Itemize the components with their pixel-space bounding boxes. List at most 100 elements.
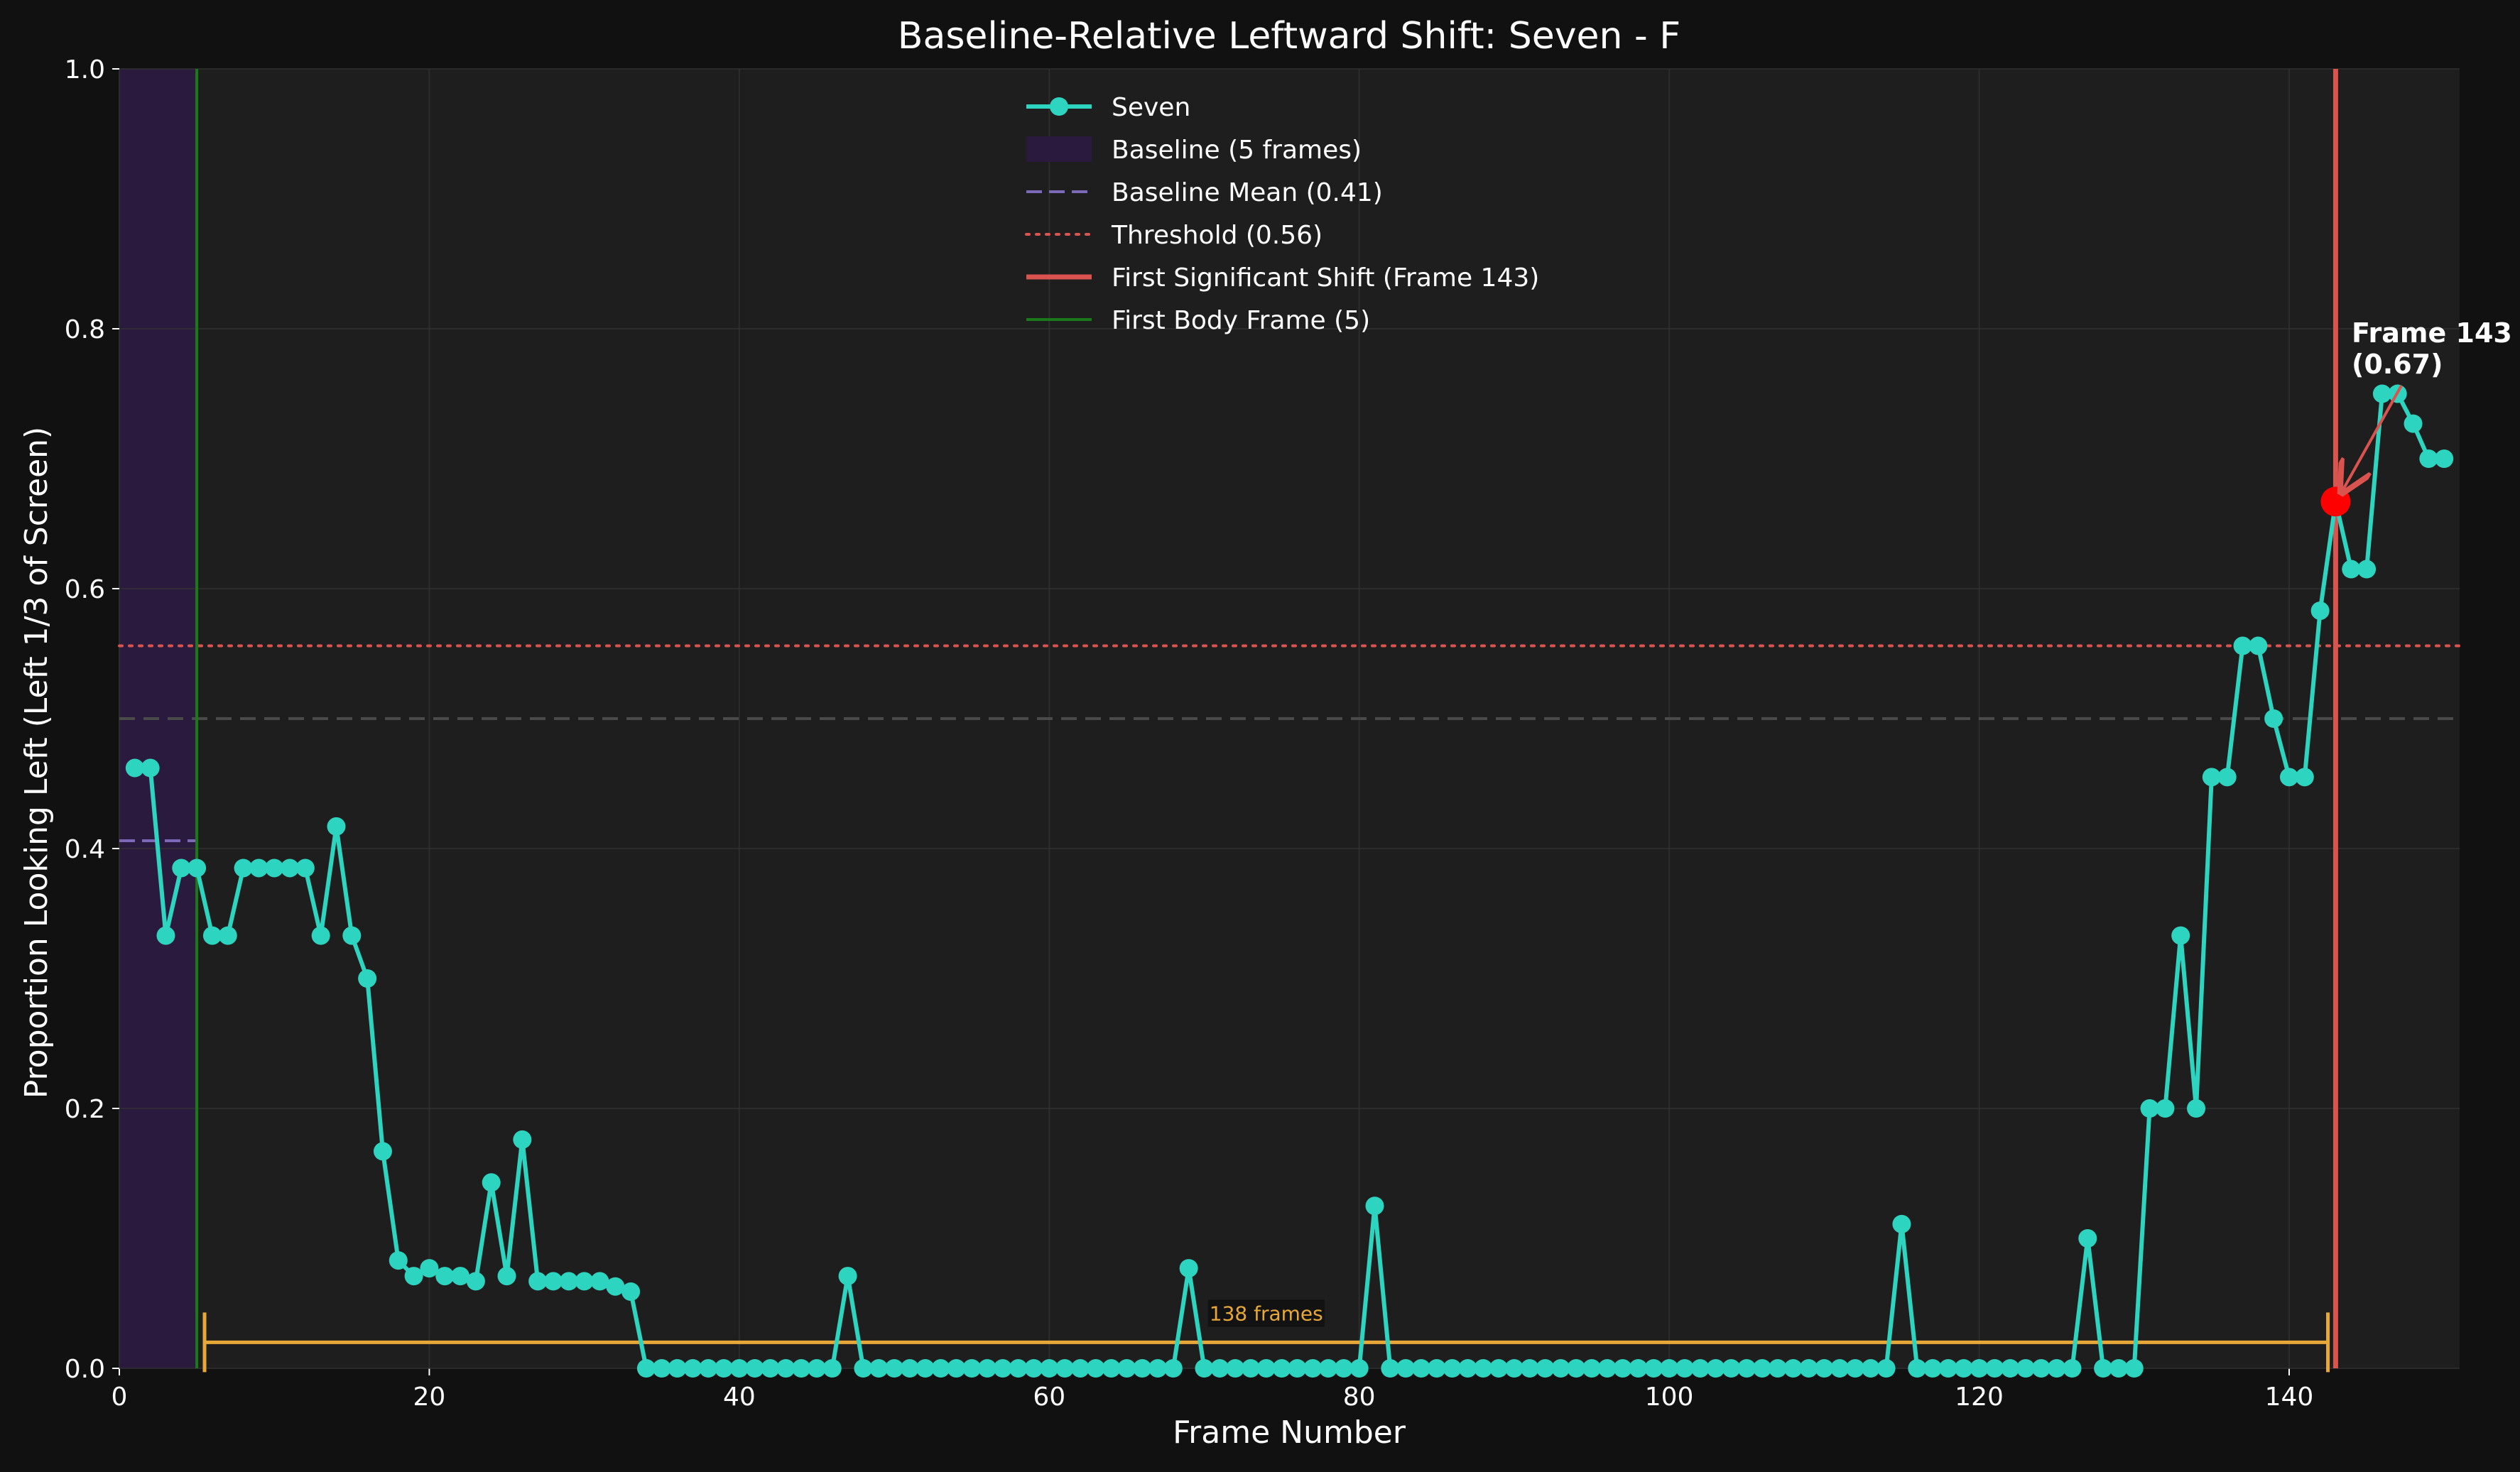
data-point (1365, 1196, 1384, 1216)
data-point (327, 817, 346, 836)
data-point (218, 926, 237, 945)
data-point (885, 1359, 904, 1378)
data-point (389, 1251, 408, 1270)
data-point (1799, 1359, 1818, 1378)
legend-label: First Significant Shift (Frame 143) (1112, 263, 1539, 293)
data-point (1536, 1359, 1555, 1378)
data-point (931, 1359, 950, 1378)
data-point (1845, 1359, 1864, 1378)
y-tick-label: 0.6 (65, 575, 105, 604)
data-point (1783, 1359, 1803, 1378)
x-axis-label: Frame Number (1173, 1414, 1406, 1451)
annotation-value: (0.67) (2352, 349, 2443, 380)
data-point (652, 1359, 671, 1378)
data-point (2310, 601, 2330, 621)
data-point (265, 858, 284, 878)
y-tick-label: 1.0 (65, 55, 105, 84)
data-point (1163, 1359, 1183, 1378)
data-point (636, 1359, 656, 1378)
data-point (435, 1267, 455, 1286)
data-point (1303, 1359, 1323, 1378)
data-point (1660, 1359, 1679, 1378)
data-point (2279, 768, 2298, 787)
data-point (559, 1272, 578, 1291)
x-tick-label: 0 (112, 1383, 128, 1412)
data-point (1613, 1359, 1632, 1378)
x-tick-label: 40 (723, 1383, 756, 1412)
data-point (1489, 1359, 1509, 1378)
span-label: 138 frames (1210, 1302, 1323, 1325)
data-point (1830, 1359, 1850, 1378)
data-point (1753, 1359, 1772, 1378)
data-point (1040, 1359, 1059, 1378)
data-point (590, 1272, 609, 1291)
data-point (451, 1267, 470, 1286)
legend-label: Baseline (5 frames) (1112, 136, 1362, 165)
data-point (1148, 1359, 1168, 1378)
data-point (1768, 1359, 1787, 1378)
data-point (2156, 1099, 2175, 1118)
data-point (1179, 1259, 1198, 1278)
legend-label: First Body Frame (5) (1112, 306, 1370, 335)
data-point (1567, 1359, 1586, 1378)
data-point (543, 1272, 563, 1291)
data-point (1582, 1359, 1602, 1378)
data-point (2249, 636, 2268, 655)
data-point (1474, 1359, 1493, 1378)
data-point (1241, 1359, 1260, 1378)
data-point (1815, 1359, 1834, 1378)
data-point (1861, 1359, 1880, 1378)
data-point (1133, 1359, 1152, 1378)
data-point (1737, 1359, 1756, 1378)
data-point (311, 926, 330, 945)
data-point (1396, 1359, 1416, 1378)
data-point (1520, 1359, 1539, 1378)
y-axis-label: Proportion Looking Left (Left 1/3 of Scr… (18, 427, 55, 1098)
data-point (1877, 1359, 1896, 1378)
legend-label: Threshold (0.56) (1111, 221, 1323, 250)
data-point (2140, 1099, 2159, 1118)
data-point (2295, 768, 2314, 787)
data-point (482, 1173, 501, 1192)
data-point (1411, 1359, 1430, 1378)
data-point (1210, 1359, 1229, 1378)
data-point (838, 1267, 857, 1286)
data-point (1458, 1359, 1477, 1378)
data-point (2078, 1229, 2097, 1248)
data-point (993, 1359, 1012, 1378)
data-point (358, 969, 377, 988)
data-point (2031, 1359, 2051, 1378)
data-point (2202, 768, 2221, 787)
data-point (2233, 636, 2252, 655)
data-point (1427, 1359, 1446, 1378)
x-tick-label: 140 (2265, 1383, 2314, 1412)
data-point (1288, 1359, 1307, 1378)
data-point (373, 1142, 392, 1161)
data-point (1644, 1359, 1663, 1378)
data-point (807, 1359, 826, 1378)
data-point (1226, 1359, 1245, 1378)
data-point (668, 1359, 687, 1378)
data-point (683, 1359, 702, 1378)
data-point (2435, 449, 2454, 468)
data-point (1055, 1359, 1075, 1378)
data-point (2094, 1359, 2113, 1378)
plot-area: 0 20 40 60 80 100 120 140 0.0 0.2 0.4 0.6 0.8 1.0 138 … (65, 55, 2512, 1412)
data-point (1102, 1359, 1121, 1378)
data-point (947, 1359, 966, 1378)
data-point (1629, 1359, 1648, 1378)
data-point (2419, 449, 2438, 468)
data-point (1597, 1359, 1617, 1378)
data-point (1954, 1359, 1973, 1378)
data-point (188, 858, 207, 878)
data-point (1195, 1359, 1214, 1378)
data-point (1985, 1359, 2004, 1378)
data-point (1706, 1359, 1725, 1378)
data-point (466, 1272, 485, 1291)
data-point (606, 1277, 625, 1296)
data-point (792, 1359, 811, 1378)
data-point (761, 1359, 780, 1378)
data-point (1504, 1359, 1524, 1378)
data-point (342, 926, 362, 945)
